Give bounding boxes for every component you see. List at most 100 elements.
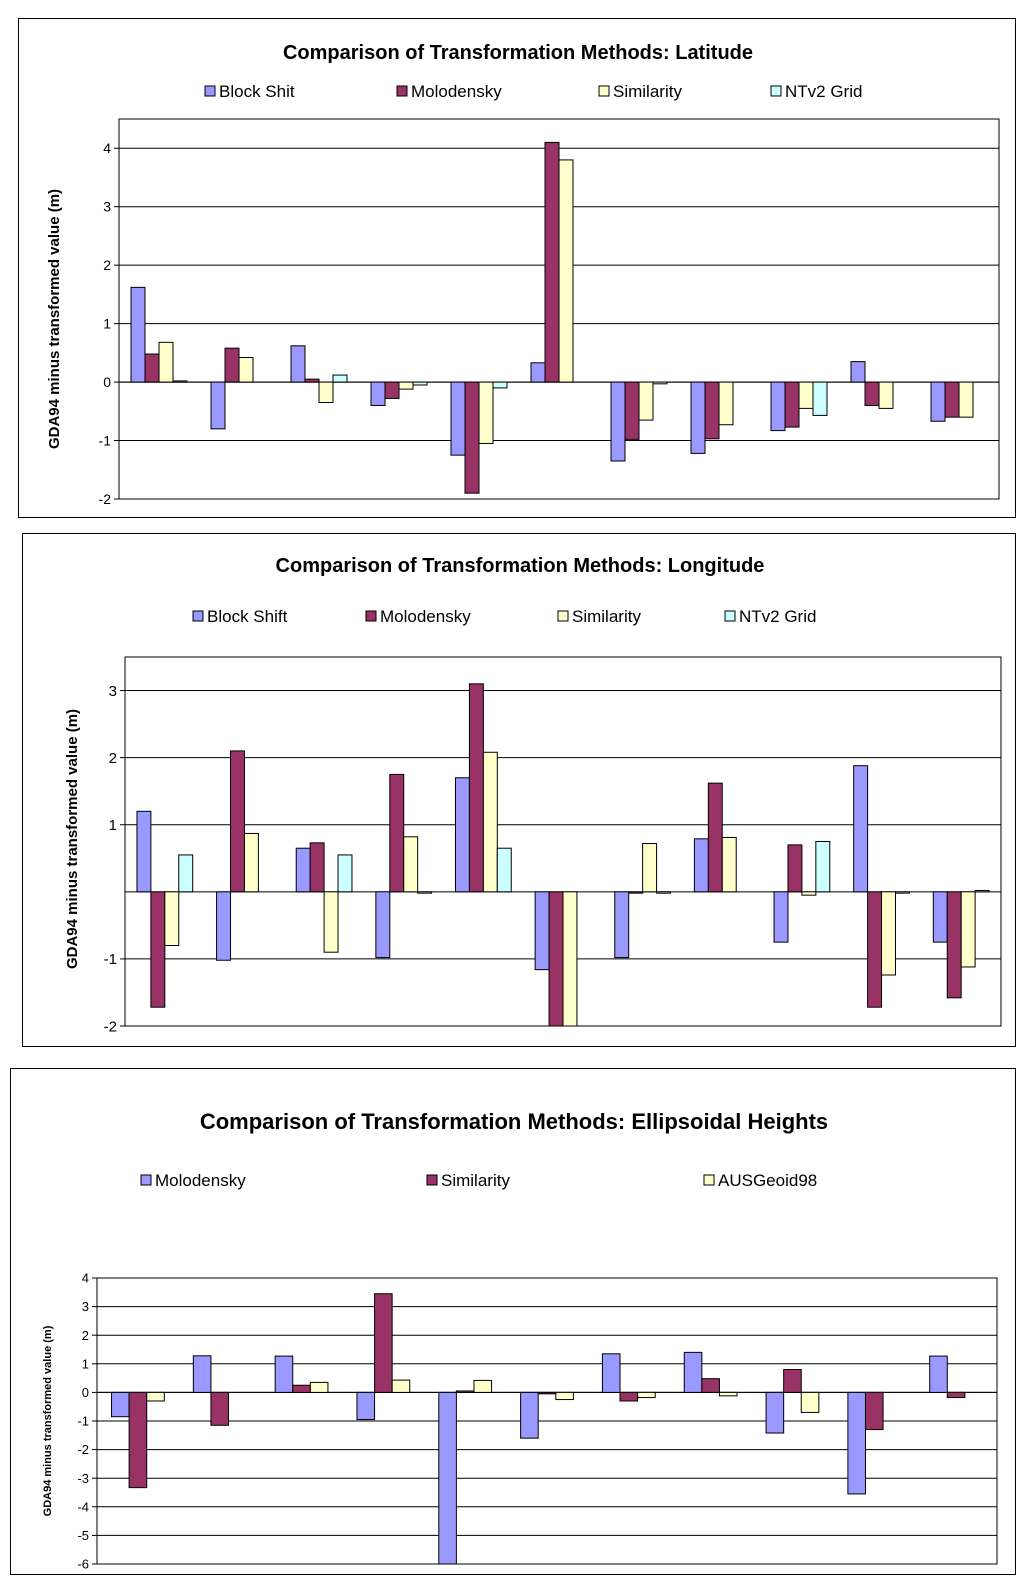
bar-series3-category8 [721,836,737,893]
legend-swatch-3 [557,610,569,622]
y-tick-label: 2 [82,1328,89,1343]
chart-title: Comparison of Transformation Methods: El… [200,1109,828,1134]
y-tick-label: 3 [109,683,117,700]
y-tick-label: 4 [103,140,111,156]
bar-series3-category10 [881,891,896,976]
y-tick-label: -1 [104,951,117,968]
bar-series2-category3 [304,378,320,383]
bar-series3-category1 [158,341,174,383]
bar-series4-category7 [652,381,668,385]
bar-series2-category5 [464,381,480,494]
bar-series4-category5 [492,381,508,389]
bar-series1-category11 [930,381,946,422]
bar-series4-category1 [172,380,188,383]
bar-series2-category7 [619,1391,639,1402]
bar-series1-category5 [454,777,470,893]
y-tick-label: -4 [77,1499,89,1514]
y-tick-label: 0 [103,374,111,390]
bar-series2-category6 [548,891,564,1027]
legend-label-1: Block Shit [219,82,295,101]
bar-series3-category11 [958,381,974,418]
bar-series1-category11 [932,891,948,943]
bar-series3-category5 [473,1379,493,1393]
bar-series2-category1 [144,353,160,383]
y-tick-label: -2 [99,491,112,507]
bar-series1-category8 [693,838,709,893]
bar-series1-category4 [356,1391,376,1421]
bar-series1-category6 [530,362,546,383]
legend-label-1: Molodensky [155,1171,246,1190]
y-axis-label: GDA94 minus transformed value (m) [64,709,81,969]
bar-series4-category9 [812,381,828,416]
bar-series3-category4 [398,381,414,390]
bar-series3-category2 [243,832,259,893]
bar-series3-category2 [238,357,254,383]
bar-series2-category4 [384,381,400,399]
bar-series3-category6 [558,159,574,383]
bar-series3-category7 [637,1391,656,1399]
bar-series4-category4 [417,891,433,894]
bar-series1-category2 [192,1355,212,1393]
bar-series3-category5 [478,381,494,444]
bar-series2-category8 [704,381,720,440]
bar-series2-category4 [389,773,405,893]
bar-series1-category1 [130,286,146,383]
bar-series3-category6 [555,1391,574,1401]
bar-series1-category4 [375,891,391,959]
bar-series2-category9 [787,844,803,893]
bar-series3-category7 [638,381,654,421]
bar-series2-category2 [210,1391,230,1426]
bar-series2-category10 [864,381,880,406]
ellipsoidal-heights-chart-panel: Comparison of Transformation Methods: El… [10,1068,1016,1575]
bar-series1-category4 [370,381,386,406]
bar-series2-category2 [230,750,245,893]
legend-swatch-2 [396,85,408,97]
legend-swatch-1 [204,85,216,97]
bar-series1-category9 [770,381,786,432]
bar-series1-category10 [847,1391,866,1495]
bar-series1-category8 [683,1351,703,1393]
legend-label-4: NTv2 Grid [785,82,862,101]
y-tick-label: 2 [109,750,117,767]
bar-series2-category9 [783,1369,802,1393]
longitude-chart: Comparison of Transformation Methods: Lo… [64,555,1002,1035]
y-tick-label: 0 [82,1385,89,1400]
legend-swatch-2 [426,1174,438,1186]
y-tick-label: -5 [77,1528,89,1543]
y-tick-label: 3 [103,199,111,215]
bar-series2-category7 [628,891,644,894]
bar-series1-category7 [610,381,626,462]
legend-label-2: Molodensky [411,82,502,101]
bar-series3-category3 [318,381,334,404]
y-tick-label: 3 [82,1299,89,1314]
bar-series1-category6 [520,1391,539,1439]
bar-series4-category4 [412,381,428,386]
latitude-chart: Comparison of Transformation Methods: La… [46,42,1000,507]
bar-series3-category6 [562,891,578,1027]
bar-series3-category8 [718,1391,738,1397]
chart-title: Comparison of Transformation Methods: La… [283,42,753,64]
bar-series1-category10 [853,765,869,893]
bar-series2-category9 [784,381,800,428]
bar-series1-category5 [450,381,466,456]
bar-series1-category3 [290,345,306,383]
bar-series1-category3 [274,1355,294,1393]
bar-series2-category10 [867,891,883,1008]
bar-series3-category3 [309,1381,329,1393]
y-tick-label: -2 [77,1442,89,1457]
legend-swatch-1 [140,1174,152,1186]
bar-series1-category11 [929,1355,948,1393]
bar-series3-category9 [798,381,814,409]
y-tick-label: 4 [82,1271,89,1286]
bar-series4-category9 [815,841,831,893]
bar-series3-category4 [403,836,419,893]
bar-series1-category2 [210,381,226,430]
y-tick-label: 2 [103,257,111,273]
bar-series1-category5 [438,1391,457,1565]
bar-series1-category8 [690,381,706,454]
bar-series3-category10 [878,381,894,409]
bar-series2-category3 [292,1384,311,1393]
y-tick-label: -1 [77,1414,89,1429]
legend-label-4: NTv2 Grid [739,607,816,626]
legend-label-3: Similarity [613,82,682,101]
